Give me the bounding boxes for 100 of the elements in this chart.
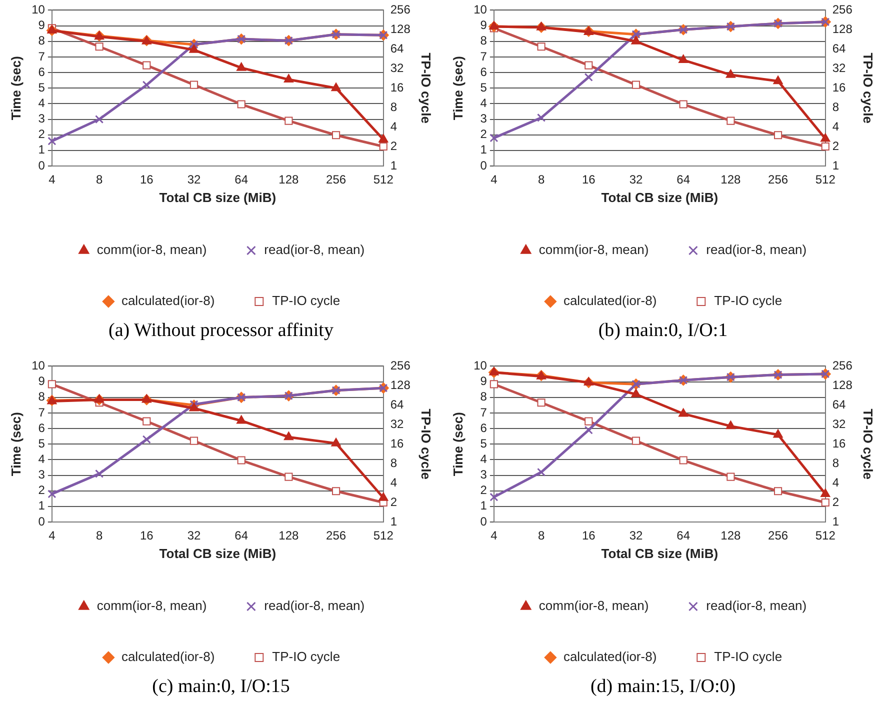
y-tick-label: 1 [38, 142, 46, 157]
y-tick-label: 9 [480, 374, 488, 388]
y-axis-title: Time (sec) [450, 412, 466, 476]
y-tick-label: 7 [38, 49, 46, 64]
x-tick-label: 512 [815, 528, 836, 543]
legend-label: calculated(ior-8) [563, 649, 657, 664]
legend-label: read(ior-8, mean) [264, 242, 365, 258]
y-tick-label: 0 [38, 514, 46, 528]
y-tick-label: 0 [480, 514, 488, 528]
y-tick-label: 2 [38, 127, 46, 142]
legend-label: comm(ior-8, mean) [96, 598, 207, 614]
y-axis-title: Time (sec) [450, 56, 466, 120]
y-tick-label: 7 [480, 405, 488, 420]
y-tick-label: 10 [474, 358, 488, 373]
x-tick-label: 64 [676, 172, 690, 187]
y2-axis-title: TP-IO cycle [418, 408, 434, 480]
x-tick-label: 256 [768, 528, 788, 543]
y2-tick-label: 4 [832, 475, 840, 490]
x-tick-label: 8 [96, 528, 103, 543]
x-tick-label: 64 [234, 528, 248, 543]
y-tick-label: 8 [480, 34, 488, 48]
y2-tick-label: 8 [832, 456, 840, 470]
y2-tick-label: 128 [832, 378, 853, 392]
y-tick-label: 8 [38, 34, 46, 48]
x-tick-label: 32 [187, 528, 201, 543]
y2-tick-label: 4 [832, 119, 840, 134]
x-tick-label: 4 [48, 528, 56, 543]
y2-tick-label: 16 [390, 436, 404, 450]
legend-label: TP-IO cycle [272, 649, 340, 664]
y2-tick-label: 32 [390, 60, 404, 75]
y-tick-label: 9 [480, 18, 488, 32]
y-tick-label: 6 [480, 64, 488, 79]
y-tick-label: 9 [38, 18, 46, 32]
y-tick-label: 10 [474, 2, 488, 17]
y-axis-title: Time (sec) [8, 412, 24, 476]
y2-tick-label: 1 [832, 158, 840, 172]
y2-axis-title: TP-IO cycle [418, 52, 434, 124]
y-tick-label: 8 [480, 390, 488, 404]
y-tick-label: 1 [480, 498, 488, 513]
x-axis-title: Total CB size (MiB) [159, 190, 276, 205]
y2-tick-label: 256 [390, 2, 411, 17]
y-tick-label: 7 [480, 49, 488, 64]
x-tick-label: 64 [676, 528, 690, 543]
x-tick-label: 256 [326, 172, 346, 187]
y-tick-label: 3 [38, 468, 46, 482]
y2-tick-label: 1 [390, 158, 398, 172]
legend-label: read(ior-8, mean) [706, 242, 807, 258]
y-tick-label: 1 [38, 498, 46, 513]
x-tick-label: 32 [629, 172, 643, 187]
y2-tick-label: 16 [832, 436, 846, 450]
x-tick-label: 16 [582, 528, 596, 543]
x-tick-label: 4 [490, 528, 498, 543]
y-tick-label: 4 [480, 452, 488, 466]
y-tick-label: 5 [480, 80, 488, 94]
y-tick-label: 5 [38, 80, 46, 94]
y2-tick-label: 64 [832, 41, 846, 56]
y2-tick-label: 64 [832, 397, 846, 412]
y-tick-label: 4 [38, 96, 46, 110]
y-tick-label: 2 [38, 483, 46, 498]
x-axis-title: Total CB size (MiB) [601, 190, 718, 205]
x-tick-label: 16 [140, 528, 154, 543]
x-tick-label: 4 [48, 172, 56, 187]
legend-label: TP-IO cycle [272, 293, 340, 308]
legend-label: comm(ior-8, mean) [538, 598, 649, 614]
y2-tick-label: 4 [390, 475, 398, 490]
y-tick-label: 1 [480, 142, 488, 157]
y2-tick-label: 32 [390, 416, 404, 431]
y-tick-label: 6 [480, 420, 488, 435]
y2-tick-label: 1 [390, 514, 398, 528]
legend-label: comm(ior-8, mean) [96, 242, 207, 258]
y2-tick-label: 8 [390, 100, 398, 114]
y2-tick-label: 4 [390, 119, 398, 134]
y2-tick-label: 64 [390, 41, 404, 56]
y2-tick-label: 128 [390, 22, 411, 36]
y2-axis-title: TP-IO cycle [860, 408, 876, 480]
x-tick-label: 256 [768, 172, 788, 187]
x-tick-label: 16 [582, 172, 596, 187]
y2-tick-label: 256 [832, 2, 853, 17]
y-tick-label: 5 [480, 436, 488, 450]
x-tick-label: 32 [187, 172, 201, 187]
x-tick-label: 512 [373, 172, 394, 187]
y-tick-label: 7 [38, 405, 46, 420]
x-tick-label: 8 [538, 528, 545, 543]
y2-tick-label: 2 [832, 138, 840, 153]
y2-tick-label: 256 [390, 358, 411, 373]
y-tick-label: 3 [480, 468, 488, 482]
x-tick-label: 128 [720, 172, 742, 187]
y-tick-label: 4 [38, 452, 46, 466]
y2-axis-title: TP-IO cycle [860, 52, 876, 124]
y-tick-label: 9 [38, 374, 46, 388]
y2-tick-label: 256 [832, 358, 853, 373]
y2-tick-label: 2 [390, 494, 398, 509]
legend-label: read(ior-8, mean) [706, 598, 807, 614]
x-tick-label: 64 [234, 172, 248, 187]
legend-label: TP-IO cycle [714, 293, 782, 308]
text: (a) Without processor affinity [108, 320, 334, 342]
x-axis-title: Total CB size (MiB) [601, 546, 718, 561]
x-tick-label: 128 [720, 528, 742, 543]
y2-tick-label: 128 [832, 22, 853, 36]
y-tick-label: 8 [38, 390, 46, 404]
